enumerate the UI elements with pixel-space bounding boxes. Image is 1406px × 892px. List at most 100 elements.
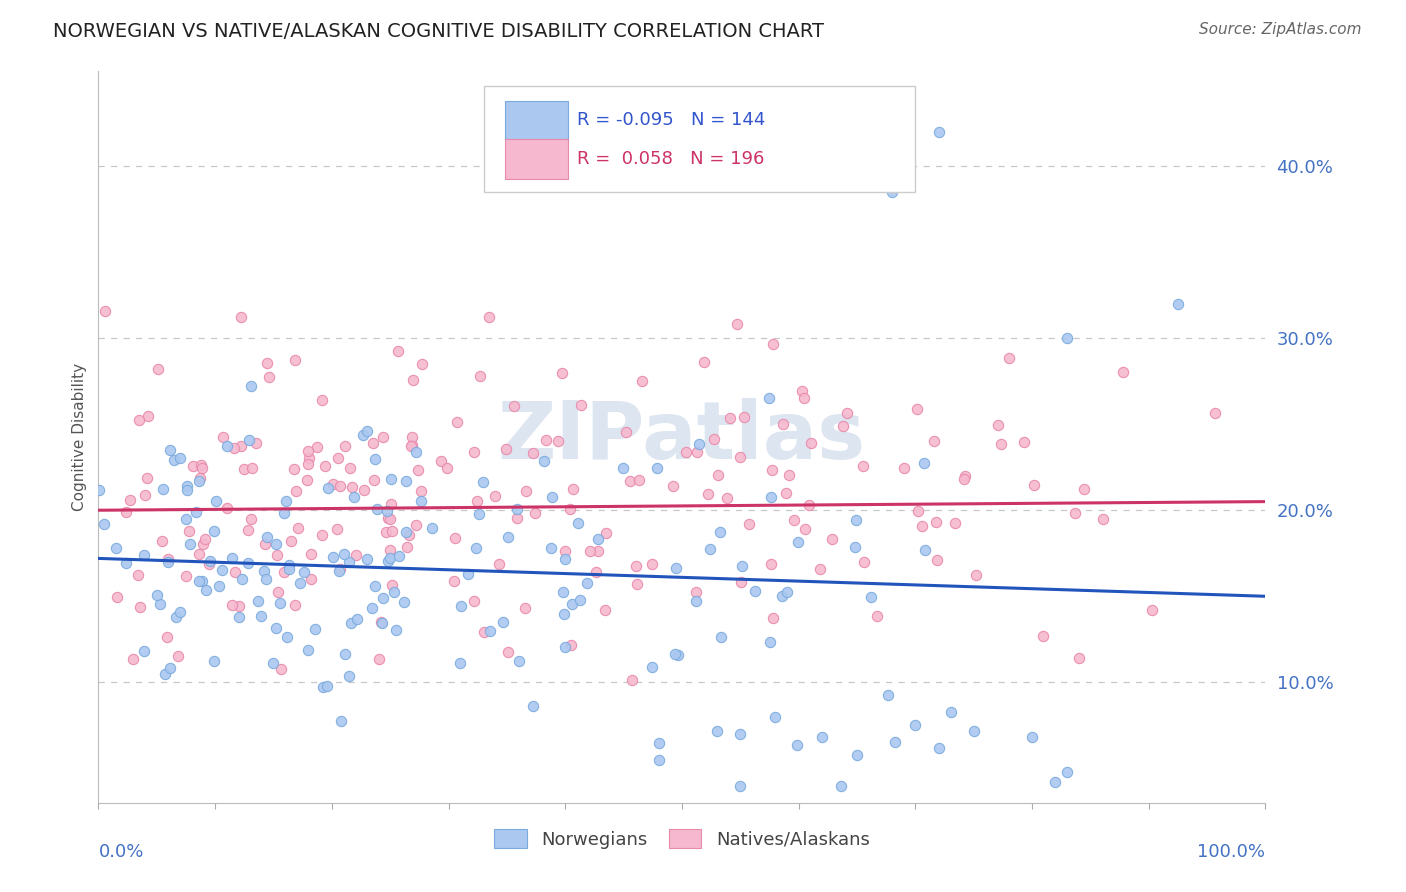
Point (953, 469, 976, 483)
Point (709, 524, 731, 539)
Point (554, 640, 576, 654)
Point (928, 125, 950, 139)
Point (730, 558, 752, 573)
Point (430, 454, 453, 468)
Point (443, 574, 465, 588)
Point (330, 714, 353, 728)
Point (150, 534, 173, 549)
Point (256, 530, 278, 544)
Point (464, 541, 486, 555)
Point (928, 740, 950, 755)
Text: R = -0.095   N = 144: R = -0.095 N = 144 (576, 112, 765, 129)
Point (666, 648, 689, 662)
Point (728, 450, 751, 464)
Point (236, 524, 259, 538)
Point (1045, 775, 1067, 789)
Point (619, 474, 641, 488)
Point (551, 584, 574, 599)
Point (215, 439, 238, 453)
Point (94, 303, 117, 318)
Point (380, 472, 402, 486)
Point (132, 644, 155, 658)
Point (159, 442, 181, 457)
Point (276, 630, 298, 644)
Point (222, 441, 245, 455)
Point (1032, 629, 1054, 643)
Point (675, 445, 697, 459)
Point (759, 490, 782, 504)
Point (586, 533, 609, 547)
Point (285, 484, 308, 499)
Point (316, 481, 339, 495)
Point (273, 506, 295, 520)
Point (387, 344, 409, 359)
Point (262, 656, 284, 670)
Point (87, 483, 110, 498)
Point (738, 516, 761, 531)
Point (228, 610, 250, 624)
Point (696, 486, 718, 500)
Point (284, 599, 307, 613)
Point (706, 723, 728, 738)
Point (1073, 482, 1095, 496)
Point (585, 565, 607, 579)
Point (233, 461, 256, 475)
Point (846, 747, 869, 762)
Point (685, 594, 707, 608)
Point (508, 655, 530, 669)
Point (340, 615, 363, 630)
Point (231, 572, 253, 586)
Point (569, 593, 592, 607)
Point (1056, 764, 1078, 779)
Point (703, 433, 725, 447)
Point (311, 392, 333, 407)
Point (283, 462, 305, 476)
Point (450, 599, 472, 613)
Point (256, 356, 278, 370)
Point (174, 512, 197, 526)
Point (115, 556, 138, 570)
Point (136, 409, 159, 423)
Point (1022, 478, 1045, 492)
Point (800, 436, 823, 450)
Point (793, 391, 815, 405)
Point (409, 493, 432, 508)
Point (523, 506, 546, 520)
Point (436, 461, 458, 475)
Point (880, 185, 903, 199)
Point (191, 574, 214, 588)
Point (344, 548, 367, 562)
Point (352, 428, 374, 442)
Point (778, 468, 800, 483)
Point (1067, 650, 1090, 665)
Point (1167, 296, 1189, 310)
Point (797, 498, 820, 512)
Point (787, 535, 810, 549)
Point (793, 522, 815, 536)
Point (540, 490, 562, 504)
Point (513, 601, 536, 615)
Point (328, 564, 350, 578)
Point (364, 579, 387, 593)
Point (277, 558, 299, 572)
Point (316, 679, 339, 693)
FancyBboxPatch shape (505, 139, 568, 179)
Point (786, 738, 808, 752)
Point (449, 657, 471, 671)
Point (553, 607, 575, 622)
Point (333, 439, 356, 453)
Point (647, 735, 669, 749)
Point (911, 519, 934, 533)
Point (965, 567, 987, 582)
Point (792, 384, 814, 398)
Point (211, 563, 233, 577)
Point (1021, 731, 1043, 745)
FancyBboxPatch shape (505, 101, 568, 140)
Point (257, 370, 280, 384)
Point (176, 479, 198, 493)
Point (479, 624, 502, 638)
Point (202, 524, 225, 538)
Point (588, 544, 610, 558)
Point (198, 557, 221, 571)
Point (561, 483, 583, 497)
